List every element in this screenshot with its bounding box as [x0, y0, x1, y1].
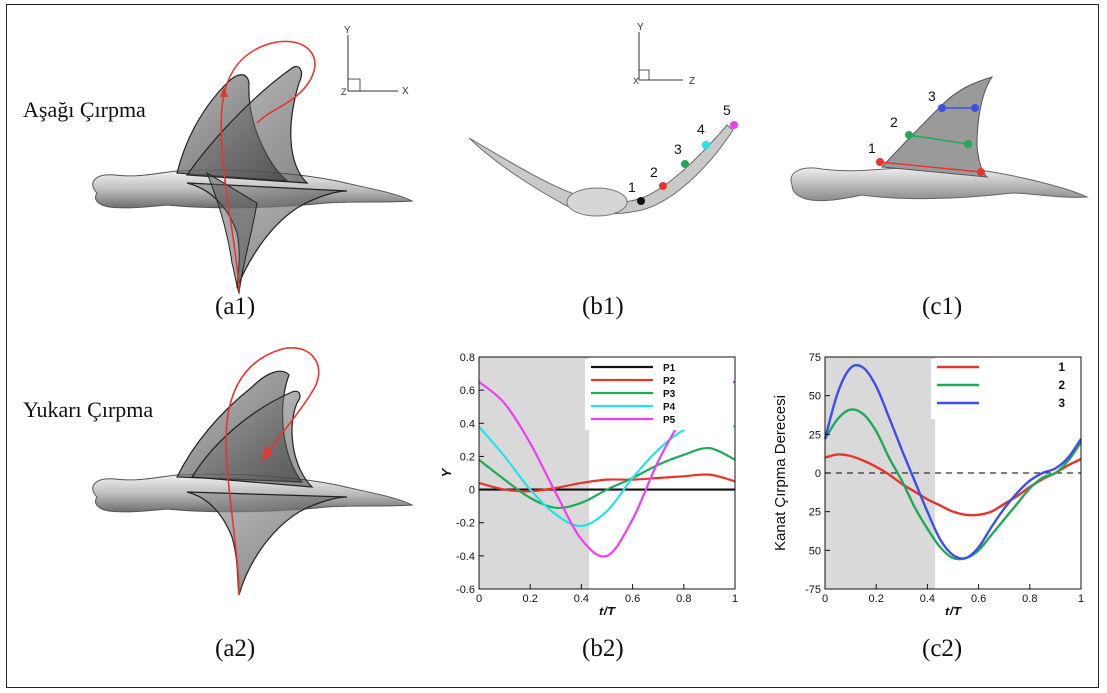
legend-label-p2: P2 [663, 376, 676, 387]
caption-b2: (b2) [582, 635, 624, 662]
point-5-marker [730, 121, 738, 129]
x-tick-label: 0.6 [971, 593, 986, 605]
axis-x-label-a1: X [402, 86, 409, 97]
x-tick-label: 1 [732, 593, 738, 605]
legend: 1 2 3 [931, 359, 1079, 419]
caption-a1: (a1) [215, 293, 256, 320]
axis-z-label-a1: Z [341, 87, 347, 97]
x-tick-label: 0.2 [523, 593, 538, 605]
legend-label-2: 2 [1058, 378, 1065, 392]
x-tick-label: 0.6 [625, 593, 640, 605]
caption-c2: (c2) [922, 635, 963, 662]
series-line-p3 [478, 446, 736, 510]
y-tick-label: -0.6 [456, 584, 475, 596]
y-tick-label: 25 [809, 507, 821, 519]
manta-side-view-downstroke [92, 40, 414, 295]
point-4-marker [702, 141, 710, 149]
point-2-marker [659, 182, 667, 190]
x-axis-label: t/T [599, 604, 616, 615]
y-tick-label: 0.6 [460, 385, 475, 397]
y-tick-label: 0.4 [460, 418, 475, 430]
y-tick-label: 50 [809, 545, 821, 557]
legend-label-1: 1 [1058, 360, 1065, 374]
y-tick-label: 0.2 [460, 451, 475, 463]
point-1-label: 1 [628, 179, 636, 195]
x-tick-label: 0.2 [869, 593, 884, 605]
manta-chords-view: 1 2 3 [790, 76, 1089, 202]
caption-b1: (b1) [582, 293, 624, 320]
x-axis-label: t/T [945, 604, 962, 615]
axis-y-label-a1: Y [344, 25, 351, 36]
down-stroke-label: Aşağı Çırpma [23, 97, 146, 122]
up-stroke-label: Yukarı Çırpma [23, 397, 154, 422]
series-line-3 [823, 363, 1082, 560]
legend-label-p5: P5 [663, 415, 676, 426]
legend-label-p3: P3 [663, 389, 676, 400]
y-tick-label: 0.8 [460, 352, 475, 364]
y-axis-label: Kanat Çırpma Derecesi [772, 395, 789, 551]
plot-frame [478, 356, 736, 590]
point-3-marker [681, 160, 689, 168]
x-tick-label: 0.8 [1022, 593, 1037, 605]
y-tick-label: 50 [809, 391, 821, 403]
axis-y-label-b1: Y [637, 22, 644, 33]
legend-label-3: 3 [1058, 396, 1065, 410]
point-5-label: 5 [723, 102, 731, 118]
caption-c1: (c1) [922, 293, 963, 320]
axis-z-label-b1: Z [689, 76, 695, 87]
figure-frame: Aşağı Çırpma Yukarı Çırpma [6, 4, 1099, 688]
y-tick-label: 75 [809, 352, 821, 364]
point-4-label: 4 [697, 121, 705, 137]
y-axis-label: Y [439, 467, 454, 477]
chart-b2-tip-displacement: 0 0.2 0.4 0.6 0.8 1 -0.6 -0.4 -0.2 0 0.2 0.4 0.6 0.8 t… [439, 352, 738, 615]
point-3-label: 3 [674, 141, 682, 157]
x-tick-label: 0.4 [920, 593, 935, 605]
chart-c2-flapping-angle: 0 0.2 0.4 0.6 0.8 1 -75 50 25 0 25 50 75 t/T Kanat Çır… [772, 352, 1084, 615]
chord-1-label: 1 [868, 140, 876, 156]
y-tick-label: 25 [809, 429, 821, 441]
chord-3-label: 3 [928, 88, 936, 104]
chord-2-label: 2 [890, 114, 898, 130]
axis-x-label-b1: X [633, 76, 639, 86]
legend-background [931, 359, 1079, 419]
x-tick-label: 0 [476, 593, 482, 605]
x-tick-label: 0.4 [574, 593, 589, 605]
legend-label-p1: P1 [663, 363, 676, 374]
point-1-marker [637, 197, 645, 205]
series-line-p2 [478, 473, 736, 493]
series-line-2 [823, 408, 1082, 561]
manta-front-view: Y Z X 1 2 3 4 5 [468, 22, 738, 217]
y-tick-label: -75 [805, 584, 821, 596]
y-tick-label: -0.2 [456, 518, 475, 530]
caption-a2: (a2) [215, 635, 256, 662]
point-2-label: 2 [650, 164, 658, 180]
y-tick-label: 0 [815, 468, 821, 480]
axes-triad-a1: Y X Z [341, 25, 409, 97]
x-tick-label: 0.8 [676, 593, 691, 605]
x-tick-label: 1 [1078, 593, 1084, 605]
y-tick-label: 0 [469, 485, 475, 497]
legend: P1 P2 P3 P4 P5 [585, 359, 733, 430]
legend-label-p4: P4 [663, 402, 676, 413]
manta-side-view-upstroke [92, 347, 414, 596]
x-tick-label: 0 [822, 593, 828, 605]
y-tick-label: -0.4 [456, 551, 475, 563]
